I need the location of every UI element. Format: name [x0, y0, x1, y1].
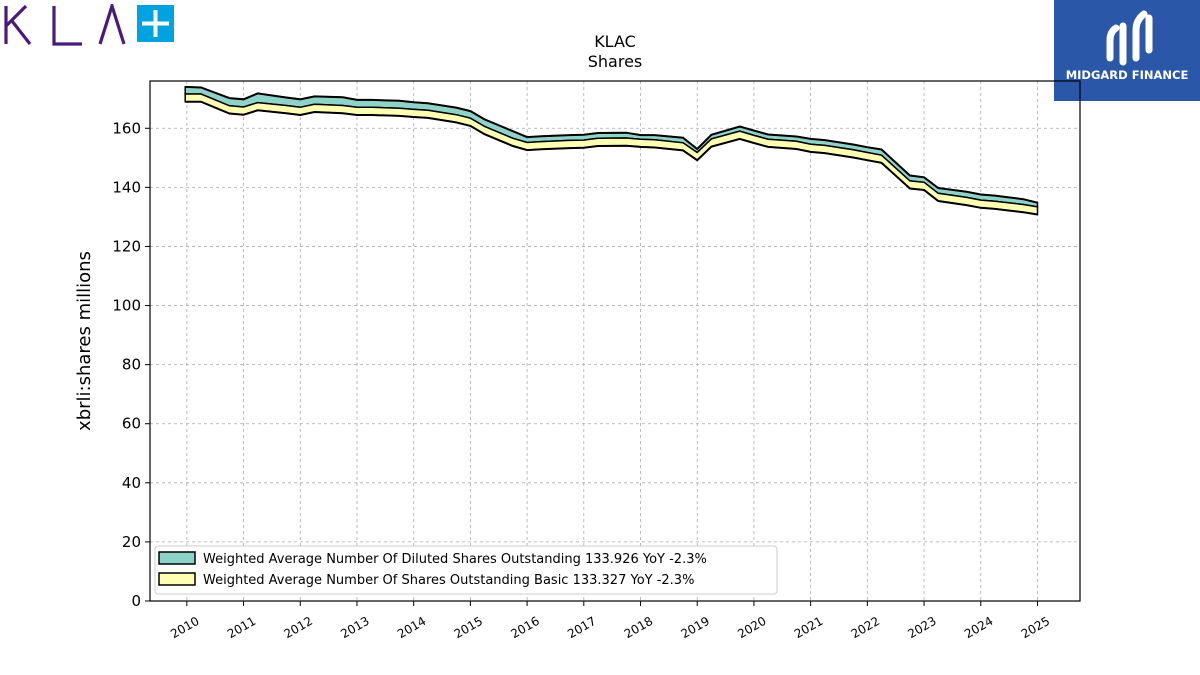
x-tick-label: 2014	[395, 614, 428, 641]
y-tick-label: 20	[122, 533, 141, 551]
x-tick-label: 2016	[508, 614, 541, 641]
x-tick-label: 2020	[735, 614, 768, 641]
legend: Weighted Average Number Of Diluted Share…	[154, 545, 778, 595]
y-tick-label: 100	[112, 297, 141, 315]
x-tick-label: 2025	[1019, 614, 1052, 641]
x-tick-label: 2013	[338, 614, 371, 641]
y-tick-label: 80	[122, 356, 141, 374]
y-tick-label: 40	[122, 474, 141, 492]
chart-title: KLAC	[594, 32, 636, 51]
legend-swatch	[158, 551, 196, 565]
chart-subtitle: Shares	[588, 52, 643, 71]
plot-frame	[149, 80, 1081, 602]
y-ticks: 0 20 40 60 80 100 120 140 160	[112, 119, 150, 610]
legend-box	[154, 545, 778, 595]
y-tick-label: 120	[112, 237, 141, 255]
legend-swatch	[158, 572, 196, 586]
y-tick-label: 140	[112, 178, 141, 196]
x-tick-label: 2018	[622, 614, 655, 641]
diluted-shares-line	[185, 85, 1038, 204]
x-tick-label: 2019	[678, 614, 711, 641]
y-axis-label: xbrli:shares millions	[74, 251, 95, 431]
basic-shares-line	[185, 100, 1038, 216]
y-tick-label: 60	[122, 415, 141, 433]
x-tick-label: 2015	[452, 614, 485, 641]
kla-logo	[4, 0, 179, 50]
x-tick-label: 2010	[168, 614, 201, 641]
kla-wordmark	[4, 0, 126, 46]
midgard-logo-icon	[1106, 10, 1153, 66]
y-tick-label: 160	[112, 119, 141, 137]
legend-label: Weighted Average Number Of Diluted Share…	[203, 552, 707, 567]
x-tick-label: 2011	[225, 614, 258, 641]
axes	[149, 80, 1081, 602]
y-tick-label: 0	[131, 592, 141, 610]
x-tick-label: 2022	[849, 614, 882, 641]
midgard-finance-badge: MIDGARD FINANCE	[1054, 0, 1200, 101]
x-ticks: 2010 2011 2012 2013 2014 2015 2016 2017 2018 2019…	[168, 601, 1052, 641]
x-tick-label: 2021	[792, 614, 825, 641]
x-tick-label: 2024	[962, 614, 995, 641]
grid	[150, 81, 1080, 602]
series-areas	[184, 85, 1039, 216]
legend-label: Weighted Average Number Of Shares Outsta…	[203, 573, 694, 588]
watermark-text: MIDGARD FINANCE	[1065, 68, 1189, 82]
x-tick-label: 2023	[905, 614, 938, 641]
x-tick-label: 2017	[565, 614, 598, 641]
x-tick-label: 2012	[282, 614, 315, 641]
